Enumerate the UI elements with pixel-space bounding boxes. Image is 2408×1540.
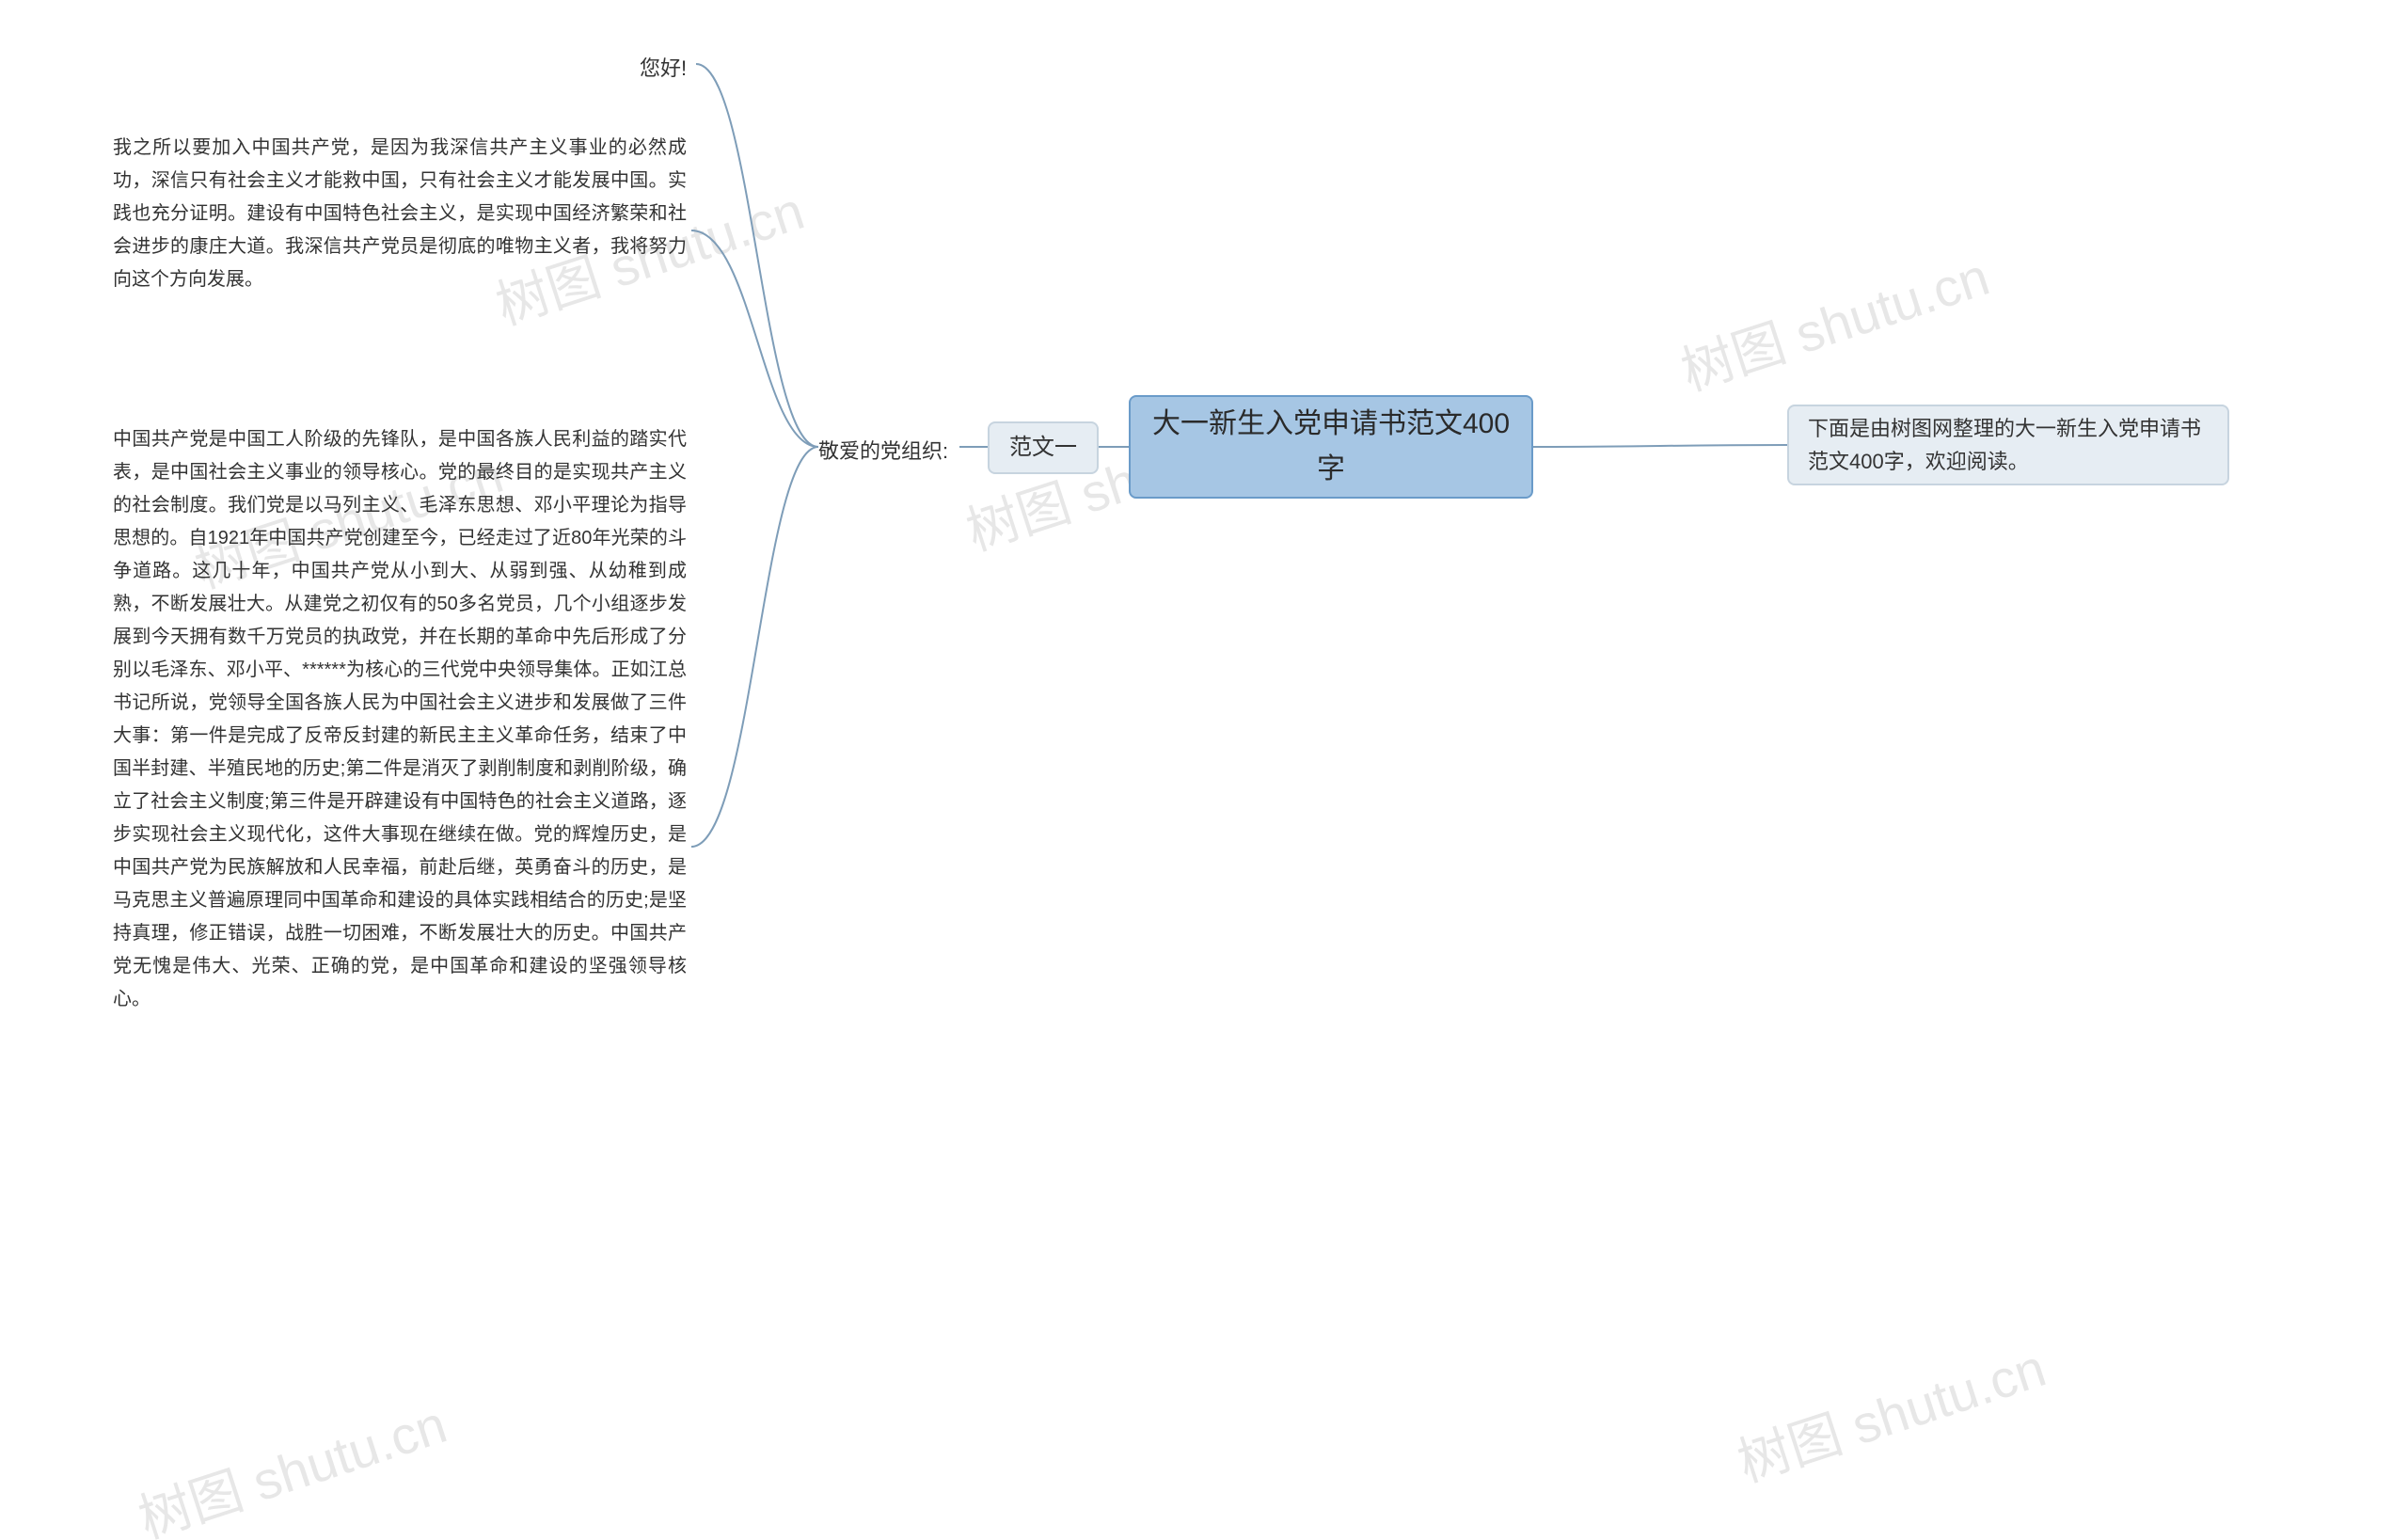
watermark: 树图 shutu.cn	[1671, 235, 1998, 406]
mindmap-node-intro[interactable]: 下面是由树图网整理的大一新生入党申请书范文400字，欢迎阅读。	[1787, 405, 2229, 485]
edge-root-right1	[1533, 445, 1787, 447]
paragraph-1-text: 我之所以要加入中国共产党，是因为我深信共产主义事业的必然成功，深信只有社会主义才…	[113, 137, 687, 290]
edge-left2-leaf-mid	[691, 230, 818, 447]
watermark: 树图 shutu.cn	[128, 1383, 455, 1540]
mindmap-leaf-paragraph-2[interactable]: 中国共产党是中国工人阶级的先锋队，是中国各族人民利益的踏实代表，是中国社会主义事…	[113, 423, 687, 1016]
mindmap-leaf-greeting[interactable]: 您好!	[640, 52, 687, 82]
diagram-canvas: 树图 shutu.cn 树图 shutu.cn 树图 shutu.cn 树图 s…	[0, 0, 2408, 1540]
salutation-text: 敬爱的党组织:	[818, 439, 948, 463]
intro-node-text: 下面是由树图网整理的大一新生入党申请书范文400字，欢迎阅读。	[1808, 412, 2209, 478]
mindmap-root-node[interactable]: 大一新生入党申请书范文400字	[1129, 395, 1533, 499]
edge-left2-leaf-top	[696, 64, 818, 447]
watermark: 树图 shutu.cn	[1727, 1326, 2054, 1498]
paragraph-2-text: 中国共产党是中国工人阶级的先锋队，是中国各族人民利益的踏实代表，是中国社会主义事…	[113, 429, 687, 1009]
mindmap-node-salutation[interactable]: 敬爱的党组织:	[818, 435, 948, 465]
mindmap-node-fanwen[interactable]: 范文一	[988, 421, 1099, 474]
greeting-text: 您好!	[640, 56, 687, 80]
mindmap-leaf-paragraph-1[interactable]: 我之所以要加入中国共产党，是因为我深信共产主义事业的必然成功，深信只有社会主义才…	[113, 132, 687, 296]
edge-left2-leaf-big	[691, 447, 818, 847]
root-node-text: 大一新生入党申请书范文400字	[1149, 402, 1513, 492]
fanwen-node-text: 范文一	[1009, 430, 1077, 466]
